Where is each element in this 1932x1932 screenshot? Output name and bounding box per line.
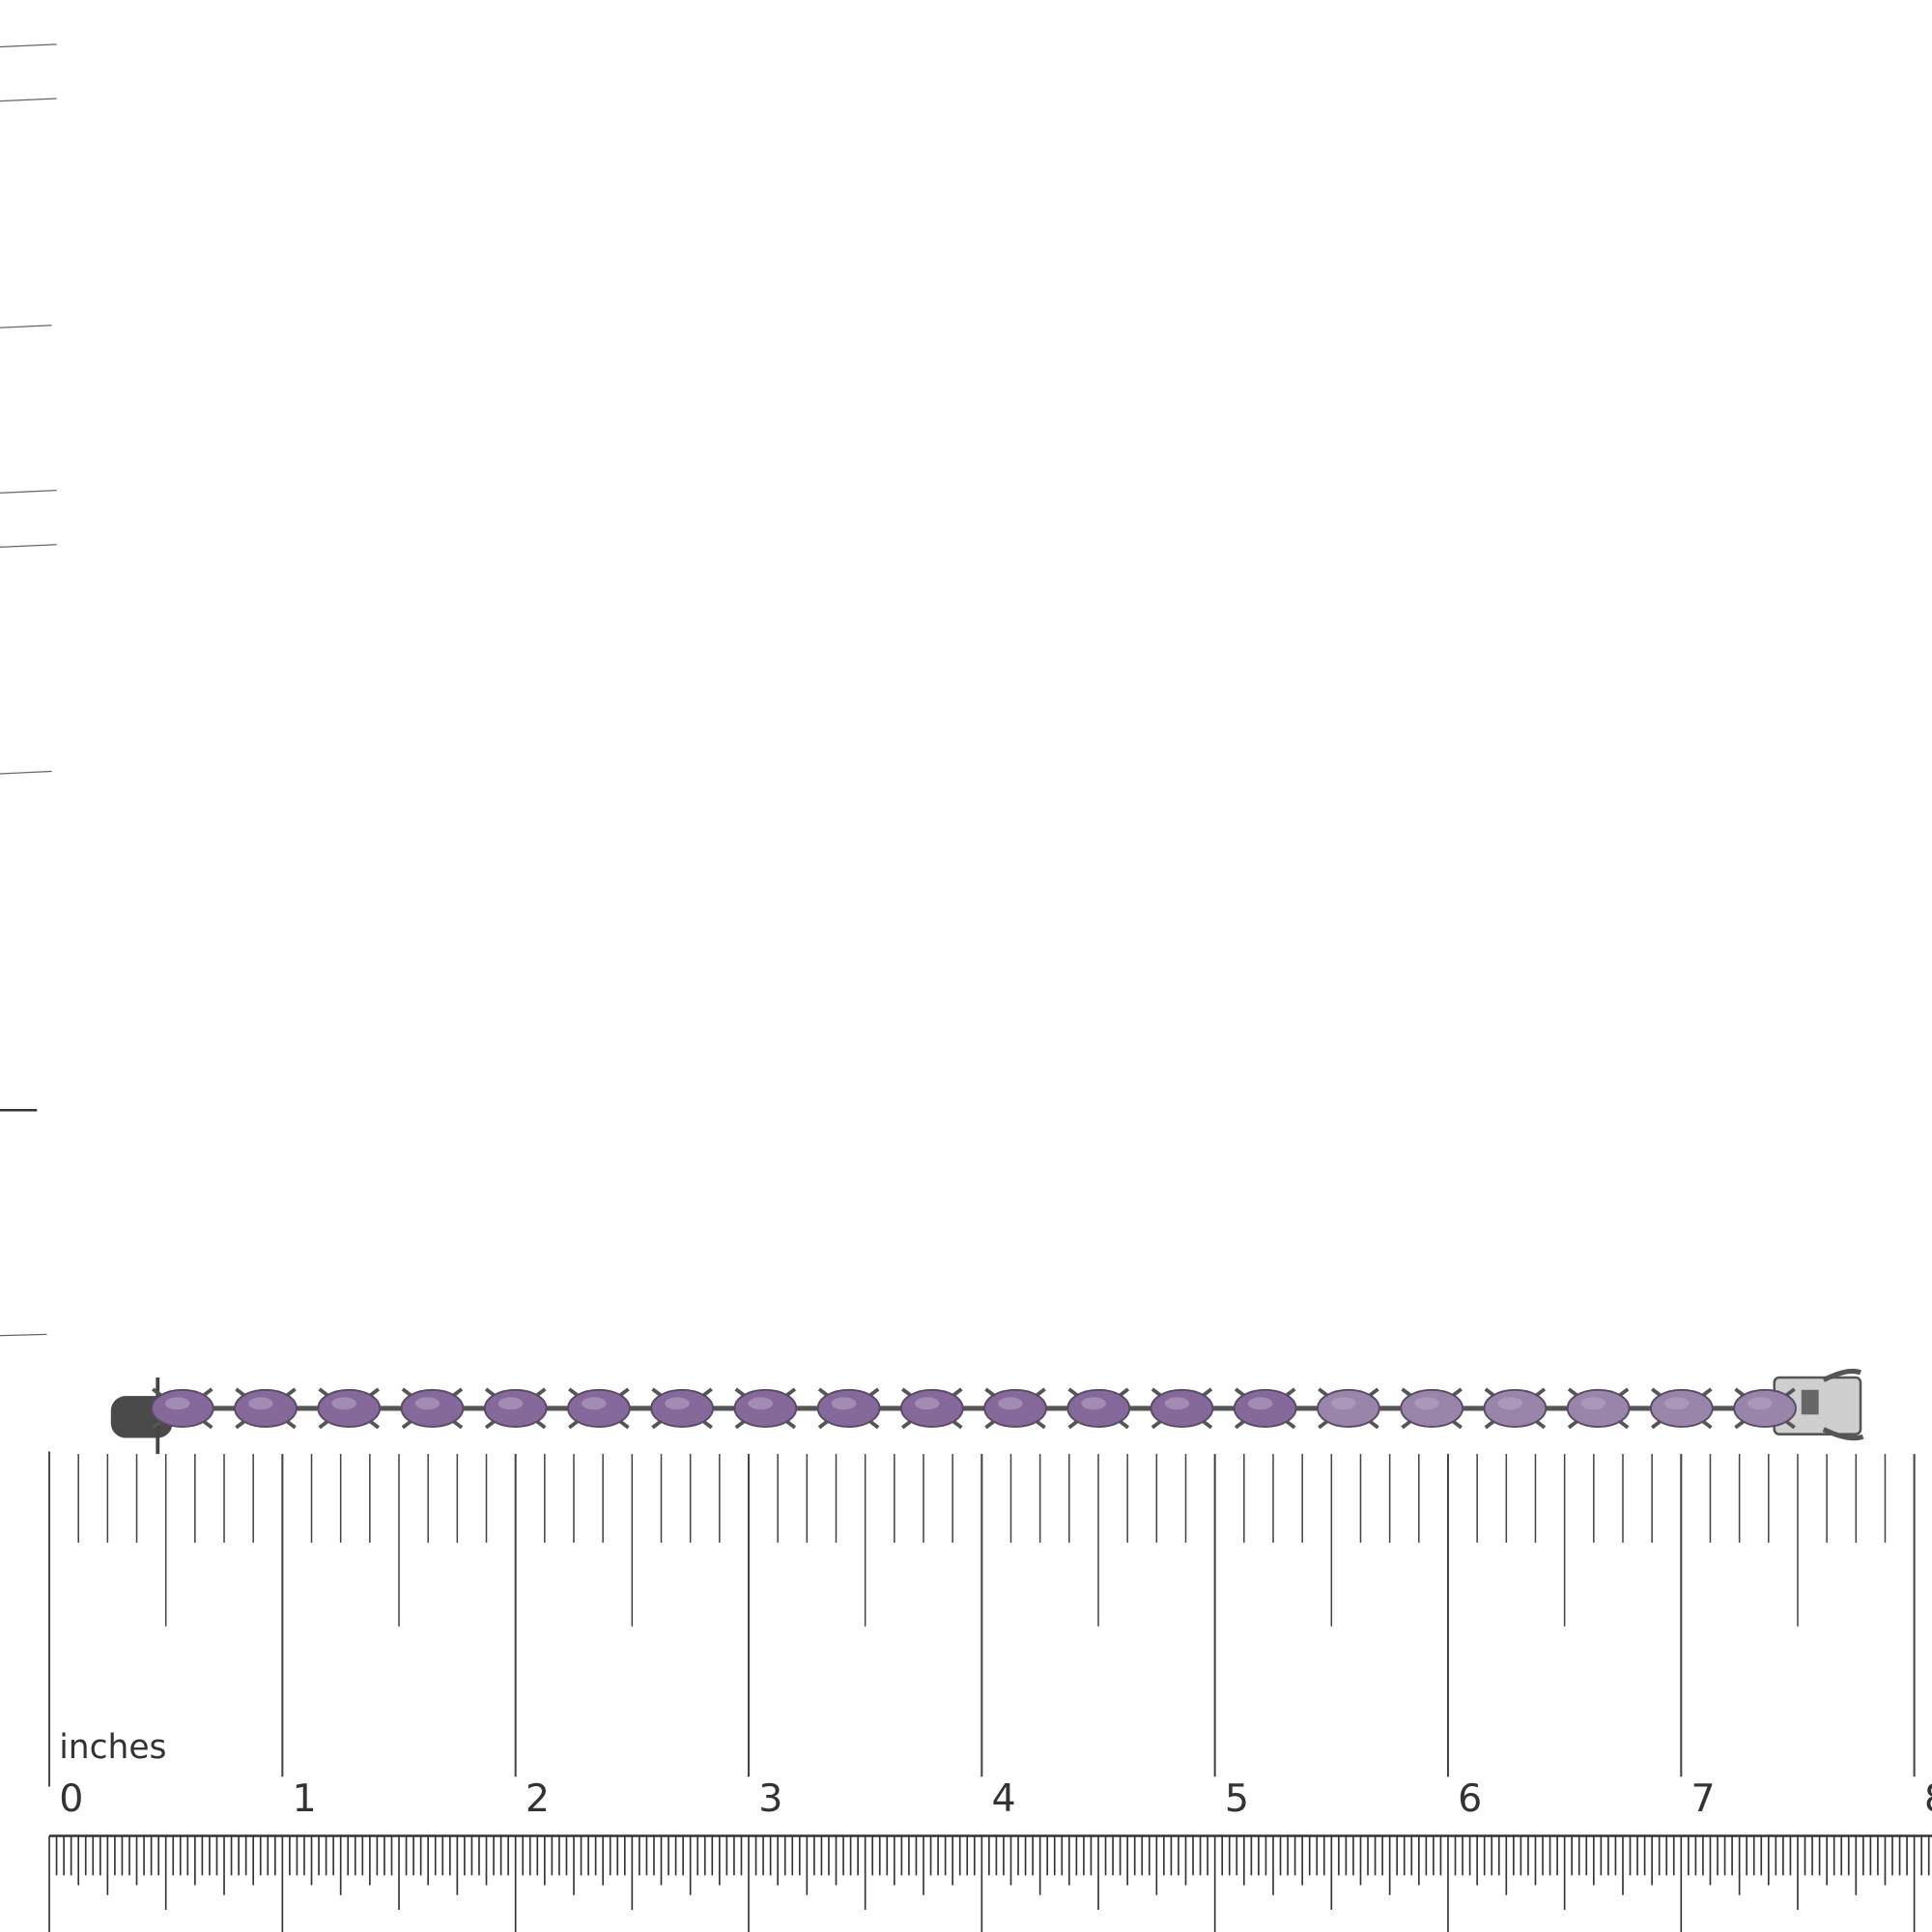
clasp-hook [1822, 1368, 1861, 1382]
stone [983, 1387, 1047, 1430]
gem-facet [831, 1397, 857, 1410]
inch-label: 6 [1458, 1776, 1482, 1821]
stone [1733, 1387, 1797, 1430]
inch-label: 4 [992, 1776, 1016, 1821]
gem-facet [1414, 1397, 1439, 1410]
stone [1233, 1387, 1297, 1430]
inch-label: 8 [1924, 1776, 1932, 1821]
stone [1566, 1387, 1631, 1430]
inch-label: 5 [1225, 1776, 1249, 1821]
stone [150, 1387, 214, 1430]
stone [1649, 1387, 1714, 1430]
inch-label: 0 [59, 1776, 83, 1821]
gem-facet [1331, 1397, 1356, 1410]
stone [234, 1387, 298, 1430]
gem-facet [1164, 1397, 1190, 1410]
stone [1150, 1387, 1214, 1430]
gem-facet [1580, 1397, 1606, 1410]
unit-label: inches [59, 1728, 166, 1767]
gem-facet [748, 1397, 773, 1410]
gem-facet [665, 1397, 690, 1410]
stone [899, 1387, 964, 1430]
gem-facet [1497, 1397, 1523, 1410]
gem-facet [164, 1397, 190, 1410]
inch-label: 7 [1691, 1776, 1716, 1821]
stone [400, 1387, 465, 1430]
gem-facet [1081, 1397, 1106, 1410]
gem-facet [497, 1397, 524, 1410]
stone [317, 1387, 382, 1430]
stone [650, 1387, 714, 1430]
gem-facet [582, 1397, 607, 1410]
side-ruler-marks [0, 43, 57, 1337]
gem-facet [331, 1397, 356, 1410]
inch-label: 3 [758, 1776, 782, 1821]
inch-label: 1 [293, 1776, 317, 1821]
bracelet [110, 1368, 1864, 1455]
stone [483, 1387, 548, 1430]
stone [567, 1387, 631, 1430]
gem-facet [414, 1397, 440, 1410]
clasp-hook [1822, 1427, 1864, 1441]
gem-facet [914, 1397, 940, 1410]
gem-facet [248, 1397, 273, 1410]
stone [1317, 1387, 1380, 1430]
gem-facet [998, 1397, 1023, 1410]
stone [1483, 1387, 1548, 1430]
stone [816, 1387, 881, 1430]
stone [1066, 1387, 1131, 1430]
inch-label: 2 [526, 1776, 550, 1821]
gem-facet [1663, 1397, 1690, 1410]
stone [1400, 1387, 1463, 1430]
ruler: inches 0 1 2 3 4 5 6 7 8 [48, 1451, 1932, 1932]
clasp-detail [1801, 1389, 1819, 1415]
stone [733, 1387, 798, 1430]
gem-facet [1247, 1397, 1273, 1410]
gem-facet [1747, 1397, 1773, 1410]
